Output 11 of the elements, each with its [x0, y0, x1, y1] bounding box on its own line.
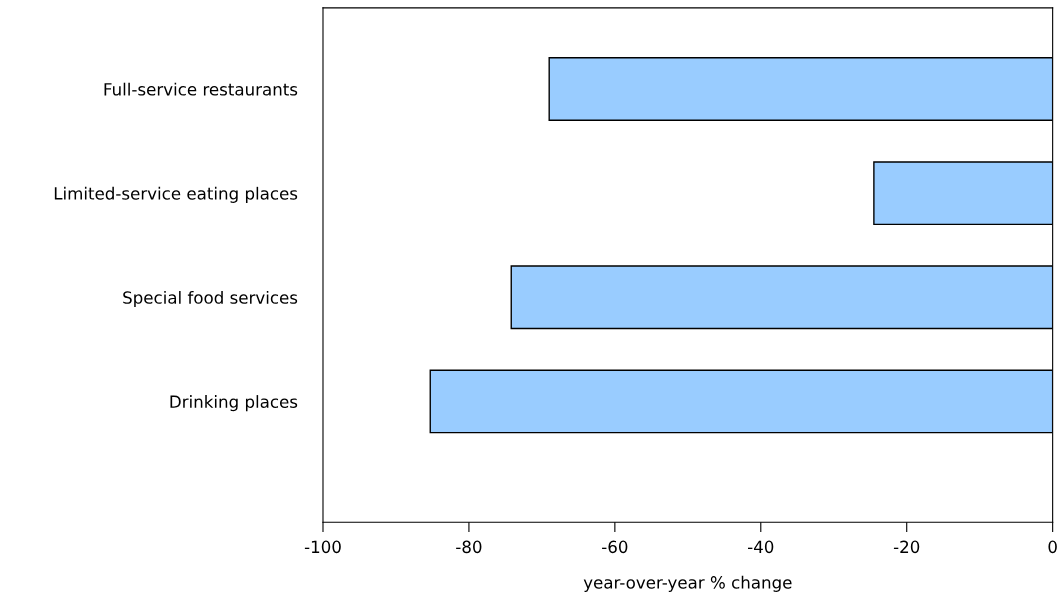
x-tick-label: -100	[304, 540, 341, 554]
y-tick-label: Drinking places	[170, 395, 298, 412]
x-axis-title: year-over-year % change	[583, 575, 792, 592]
x-tick-label: -20	[893, 540, 920, 554]
x-tick-label: -60	[602, 540, 628, 554]
y-tick-label: Limited-service eating places	[54, 186, 298, 203]
x-tick-label: 0	[1048, 540, 1057, 554]
x-tick-label: -40	[747, 540, 774, 554]
y-tick-label: Full-service restaurants	[104, 82, 298, 96]
y-tick-label: Special food services	[123, 290, 298, 308]
x-tick-label: -80	[456, 540, 482, 554]
